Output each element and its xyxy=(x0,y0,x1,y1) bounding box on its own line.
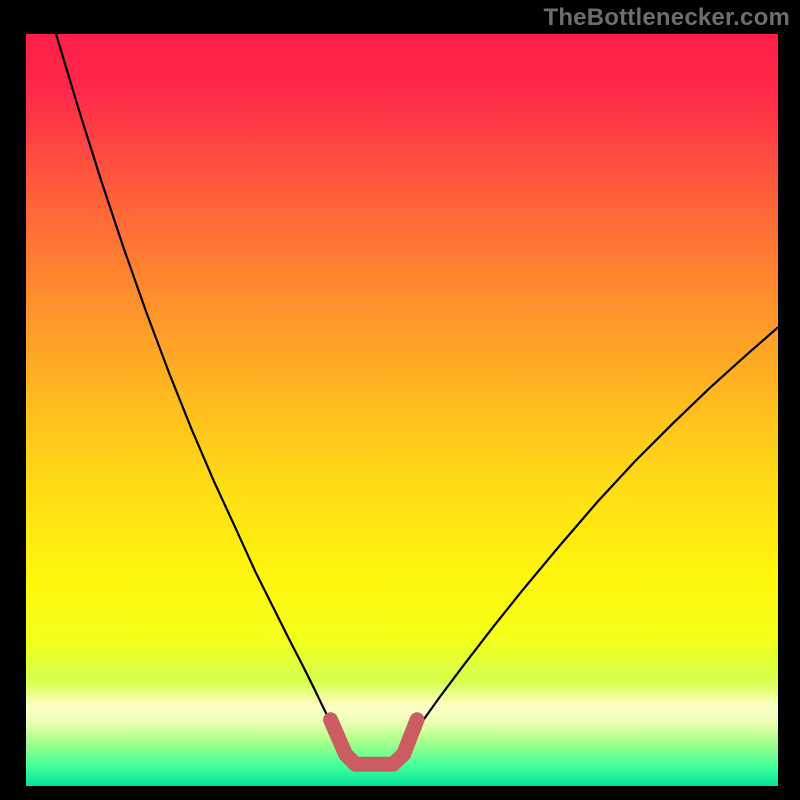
curves-layer xyxy=(26,34,778,786)
left-curve xyxy=(56,34,340,741)
watermark-text: TheBottlenecker.com xyxy=(543,4,790,32)
plot-area xyxy=(26,34,778,786)
bottom-bracket xyxy=(331,720,417,764)
right-curve xyxy=(408,327,778,741)
